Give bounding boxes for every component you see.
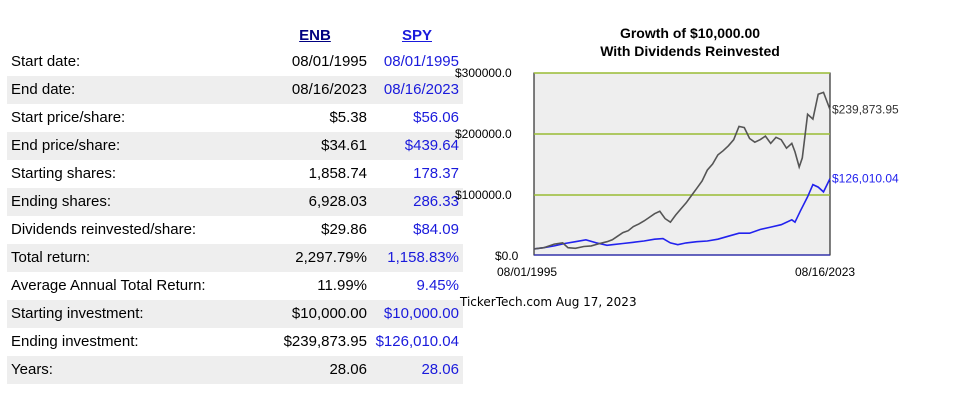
spy-value: 08/16/2023: [371, 76, 463, 104]
source-date: Aug 17, 2023: [556, 295, 637, 309]
spy-value: 286.33: [371, 188, 463, 216]
table-row: End price/share: $34.61 $439.64: [7, 132, 463, 160]
row-label: Total return:: [7, 244, 243, 272]
enb-value: 08/01/1995: [243, 48, 371, 76]
header-spacer: [7, 24, 243, 48]
spy-value: $10,000.00: [371, 300, 463, 328]
enb-value: 1,858.74: [243, 160, 371, 188]
row-label: Starting shares:: [7, 160, 243, 188]
table-row: Years: 28.06 28.06: [7, 356, 463, 384]
table-row: Start price/share: $5.38 $56.06: [7, 104, 463, 132]
table-row: Ending investment: $239,873.95 $126,010.04: [7, 328, 463, 356]
row-label: Start date:: [7, 48, 243, 76]
row-label: End price/share:: [7, 132, 243, 160]
y-tick-label: $0.0: [495, 249, 519, 263]
enb-value: $29.86: [243, 216, 371, 244]
spy-value: $126,010.04: [371, 328, 463, 356]
spy-value: $56.06: [371, 104, 463, 132]
row-label: Ending investment:: [7, 328, 243, 356]
table-row: Dividends reinvested/share: $29.86 $84.09: [7, 216, 463, 244]
enb-value: $5.38: [243, 104, 371, 132]
row-label: Start price/share:: [7, 104, 243, 132]
table-row: Total return: 2,297.79% 1,158.83%: [7, 244, 463, 272]
end-value-label-enb: $239,873.95: [832, 102, 899, 116]
enb-value: 08/16/2023: [243, 76, 371, 104]
chart-subtitle: With Dividends Reinvested: [600, 43, 780, 59]
spy-value: $84.09: [371, 216, 463, 244]
header-enb-link[interactable]: ENB: [243, 24, 371, 48]
y-tick-label: $200000.0: [455, 127, 512, 141]
table-row: Starting investment: $10,000.00 $10,000.00: [7, 300, 463, 328]
spy-value: $439.64: [371, 132, 463, 160]
x-tick-label: 08/16/2023: [795, 265, 855, 279]
source-name: TickerTech.com: [459, 295, 552, 309]
table-row: End date: 08/16/2023 08/16/2023: [7, 76, 463, 104]
header-spy-link[interactable]: SPY: [371, 24, 463, 48]
enb-value: $239,873.95: [243, 328, 371, 356]
enb-value: $10,000.00: [243, 300, 371, 328]
spy-value: 08/01/1995: [371, 48, 463, 76]
row-label: Ending shares:: [7, 188, 243, 216]
enb-value: $34.61: [243, 132, 371, 160]
chart-title: Growth of $10,000.00: [620, 25, 760, 41]
enb-value: 28.06: [243, 356, 371, 384]
y-tick-label: $300000.0: [455, 66, 512, 80]
plot-area: [533, 72, 831, 256]
series-line-spy: [533, 178, 831, 250]
table-row: Start date: 08/01/1995 08/01/1995: [7, 48, 463, 76]
chart-source: TickerTech.com Aug 17, 2023: [459, 295, 637, 309]
spy-value: 1,158.83%: [371, 244, 463, 272]
spy-value: 178.37: [371, 160, 463, 188]
row-label: Starting investment:: [7, 300, 243, 328]
row-label: Years:: [7, 356, 243, 384]
spy-value: 28.06: [371, 356, 463, 384]
table-row: Starting shares: 1,858.74 178.37: [7, 160, 463, 188]
spy-value: 9.45%: [371, 272, 463, 300]
table-row: Ending shares: 6,928.03 286.33: [7, 188, 463, 216]
table-header-row: ENB SPY: [7, 24, 463, 48]
row-label: Dividends reinvested/share:: [7, 216, 243, 244]
y-tick-label: $100000.0: [455, 188, 512, 202]
table-row: Average Annual Total Return: 11.99% 9.45%: [7, 272, 463, 300]
row-label: End date:: [7, 76, 243, 104]
row-label: Average Annual Total Return:: [7, 272, 243, 300]
series-line-enb: [533, 91, 831, 250]
enb-value: 11.99%: [243, 272, 371, 300]
enb-value: 6,928.03: [243, 188, 371, 216]
end-value-label-spy: $126,010.04: [832, 172, 899, 186]
growth-chart: Growth of $10,000.00 With Dividends Rein…: [455, 25, 899, 309]
enb-value: 2,297.79%: [243, 244, 371, 272]
returns-table: ENB SPY Start date: 08/01/1995 08/01/1995 …: [7, 24, 463, 384]
x-tick-label: 08/01/1995: [497, 265, 557, 279]
